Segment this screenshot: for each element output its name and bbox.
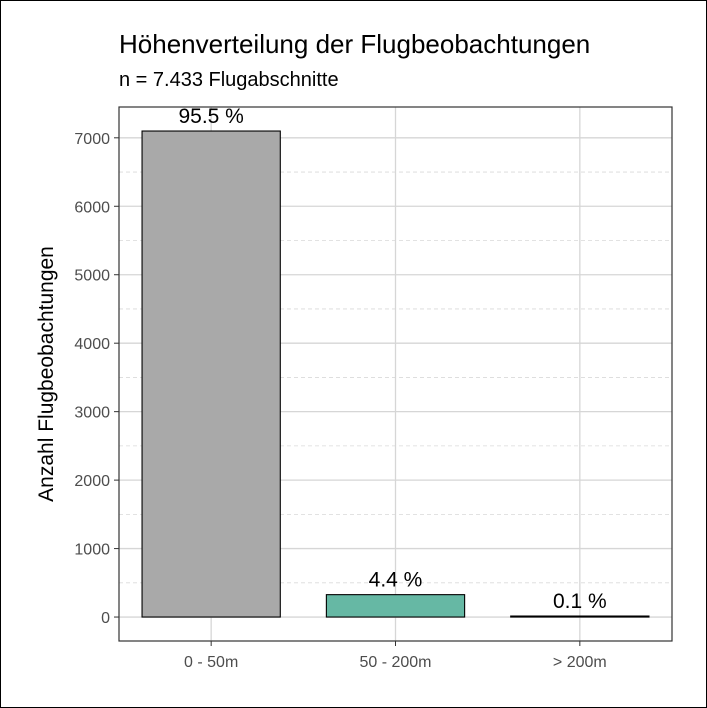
bar-2 — [325, 594, 466, 618]
y-tick-label: 4000 — [74, 336, 110, 353]
bars: 95.5 % 4.4 % 0.1 % — [141, 105, 650, 618]
x-tick-label: 0 - 50m — [184, 654, 238, 671]
y-tick-label: 7000 — [74, 131, 110, 148]
x-tick-label: > 200m — [553, 654, 607, 671]
y-tick-label: 5000 — [74, 268, 110, 285]
y-tick-label: 1000 — [74, 542, 110, 559]
y-tick-label: 3000 — [74, 405, 110, 422]
bar-1 — [141, 130, 281, 618]
axes: 0 1000 2000 3000 4000 5000 6000 7000 0 - 50m 50 -… — [74, 131, 606, 671]
y-tick-label: 0 — [101, 610, 110, 627]
bar-3 — [510, 615, 650, 618]
x-tick-label: 50 - 200m — [359, 654, 431, 671]
data-label-1: 95.5 % — [178, 105, 243, 128]
y-tick-label: 6000 — [74, 199, 110, 216]
chart-subtitle: n = 7.433 Flugabschnitte — [119, 69, 339, 91]
data-label-3: 0.1 % — [553, 590, 607, 613]
chart-title: Höhenverteilung der Flugbeobachtungen — [119, 29, 591, 59]
data-label-2: 4.4 % — [369, 569, 423, 592]
y-tick-label: 2000 — [74, 473, 110, 490]
y-axis-label: Anzahl Flugbeobachtungen — [35, 246, 58, 502]
